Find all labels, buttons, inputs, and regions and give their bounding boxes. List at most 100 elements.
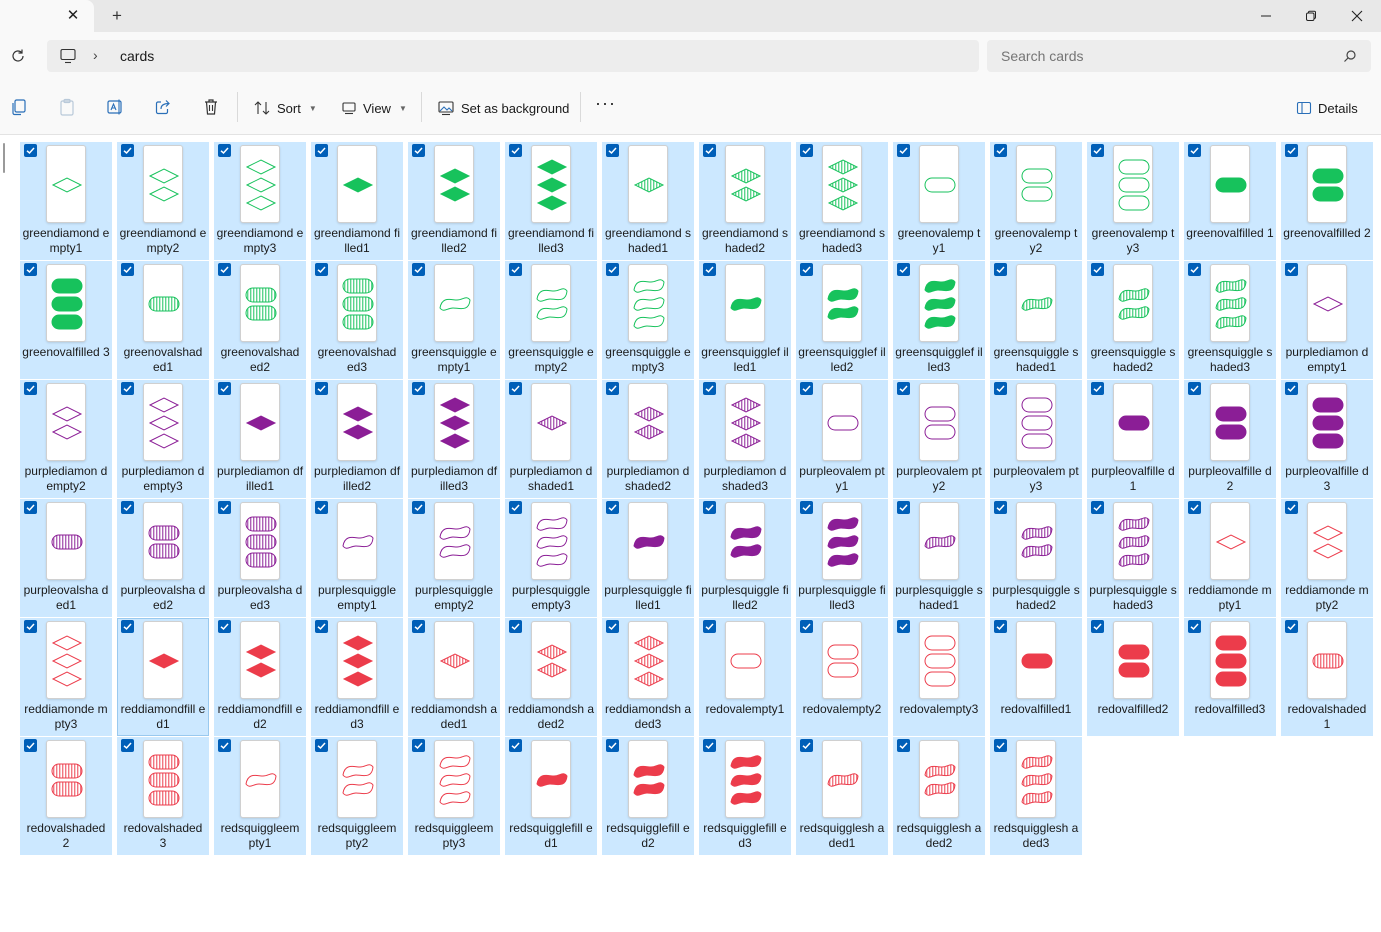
selection-checkbox[interactable] — [24, 501, 37, 514]
file-item[interactable]: purpleovalfille d1 — [1087, 380, 1179, 498]
file-item[interactable]: greensquigglef illed1 — [699, 261, 791, 379]
file-item[interactable]: greendiamond shaded3 — [796, 142, 888, 260]
file-item[interactable]: purpleovalfille d2 — [1184, 380, 1276, 498]
file-item[interactable]: greenovalshad ed2 — [214, 261, 306, 379]
sort-button[interactable]: Sort ▼ — [253, 97, 317, 119]
selection-checkbox[interactable] — [897, 501, 910, 514]
file-item[interactable]: reddiamondsh aded1 — [408, 618, 500, 736]
copy-icon[interactable] — [9, 97, 29, 117]
delete-icon[interactable] — [201, 97, 221, 117]
search-box[interactable] — [987, 40, 1371, 72]
file-item[interactable]: purpleovalem pty2 — [893, 380, 985, 498]
file-item[interactable]: reddiamonde mpty2 — [1281, 499, 1373, 617]
selection-checkbox[interactable] — [994, 501, 1007, 514]
selection-checkbox[interactable] — [606, 263, 619, 276]
file-item[interactable]: greensquiggle shaded2 — [1087, 261, 1179, 379]
selection-checkbox[interactable] — [994, 263, 1007, 276]
file-item[interactable]: greensquiggle empty2 — [505, 261, 597, 379]
selection-checkbox[interactable] — [897, 263, 910, 276]
selection-checkbox[interactable] — [509, 263, 522, 276]
selection-checkbox[interactable] — [121, 263, 134, 276]
selection-checkbox[interactable] — [1285, 144, 1298, 157]
file-item[interactable]: purplediamon dshaded1 — [505, 380, 597, 498]
file-item[interactable]: greenovalemp ty3 — [1087, 142, 1179, 260]
file-item[interactable]: redsquigglefill ed3 — [699, 737, 791, 855]
file-item[interactable]: purplesquiggle filled2 — [699, 499, 791, 617]
file-item[interactable]: greenovalshad ed3 — [311, 261, 403, 379]
selection-checkbox[interactable] — [218, 620, 231, 633]
selection-checkbox[interactable] — [994, 144, 1007, 157]
vertical-scrollbar[interactable] — [3, 143, 5, 173]
selection-checkbox[interactable] — [121, 620, 134, 633]
file-item[interactable]: purpleovalsha ded2 — [117, 499, 209, 617]
new-tab-button[interactable]: + — [112, 6, 122, 25]
file-item[interactable]: greendiamond shaded2 — [699, 142, 791, 260]
selection-checkbox[interactable] — [703, 739, 716, 752]
selection-checkbox[interactable] — [121, 501, 134, 514]
selection-checkbox[interactable] — [315, 382, 328, 395]
selection-checkbox[interactable] — [509, 501, 522, 514]
selection-checkbox[interactable] — [800, 144, 813, 157]
selection-checkbox[interactable] — [24, 144, 37, 157]
selection-checkbox[interactable] — [703, 263, 716, 276]
file-item[interactable]: greensquigglef illed2 — [796, 261, 888, 379]
selection-checkbox[interactable] — [1188, 263, 1201, 276]
selection-checkbox[interactable] — [315, 739, 328, 752]
file-item[interactable]: purplediamon dshaded3 — [699, 380, 791, 498]
file-item[interactable]: purpleovalfille d3 — [1281, 380, 1373, 498]
selection-checkbox[interactable] — [218, 501, 231, 514]
minimize-button[interactable] — [1243, 0, 1289, 32]
file-item[interactable]: purpleovalsha ded1 — [20, 499, 112, 617]
selection-checkbox[interactable] — [24, 620, 37, 633]
view-button[interactable]: View ▼ — [341, 97, 407, 119]
selection-checkbox[interactable] — [897, 382, 910, 395]
file-item[interactable]: reddiamonde mpty3 — [20, 618, 112, 736]
file-item[interactable]: redovalfilled1 — [990, 618, 1082, 736]
selection-checkbox[interactable] — [800, 739, 813, 752]
file-item[interactable]: greensquiggle shaded3 — [1184, 261, 1276, 379]
selection-checkbox[interactable] — [121, 382, 134, 395]
file-item[interactable]: redovalempty1 — [699, 618, 791, 736]
address-bar[interactable]: › cards — [47, 40, 979, 72]
file-item[interactable]: greensquiggle empty1 — [408, 261, 500, 379]
file-item[interactable]: purplesquiggle shaded2 — [990, 499, 1082, 617]
file-item[interactable]: purplediamon dempty2 — [20, 380, 112, 498]
file-item[interactable]: greendiamond empty1 — [20, 142, 112, 260]
selection-checkbox[interactable] — [1285, 620, 1298, 633]
this-pc-icon[interactable] — [59, 47, 77, 65]
set-as-background-button[interactable]: Set as background — [437, 97, 569, 119]
selection-checkbox[interactable] — [412, 620, 425, 633]
selection-checkbox[interactable] — [24, 739, 37, 752]
file-item[interactable]: greendiamond filled3 — [505, 142, 597, 260]
file-item[interactable]: reddiamonde mpty1 — [1184, 499, 1276, 617]
file-item[interactable]: redsquigglesh aded2 — [893, 737, 985, 855]
selection-checkbox[interactable] — [121, 739, 134, 752]
selection-checkbox[interactable] — [1091, 501, 1104, 514]
paste-icon[interactable] — [57, 97, 77, 117]
selection-checkbox[interactable] — [121, 144, 134, 157]
file-item[interactable]: redsquigglefill ed1 — [505, 737, 597, 855]
file-item[interactable]: reddiamondfill ed1 — [117, 618, 209, 736]
selection-checkbox[interactable] — [1285, 501, 1298, 514]
selection-checkbox[interactable] — [994, 739, 1007, 752]
selection-checkbox[interactable] — [218, 382, 231, 395]
file-item[interactable]: redsquigglesh aded3 — [990, 737, 1082, 855]
file-item[interactable]: greenovalshad ed1 — [117, 261, 209, 379]
search-icon[interactable] — [1343, 49, 1357, 63]
file-item[interactable]: redovalfilled2 — [1087, 618, 1179, 736]
selection-checkbox[interactable] — [1285, 382, 1298, 395]
selection-checkbox[interactable] — [897, 620, 910, 633]
file-item[interactable]: greensquiggle empty3 — [602, 261, 694, 379]
file-item[interactable]: redsquiggleem pty1 — [214, 737, 306, 855]
file-item[interactable]: redovalshaded 2 — [20, 737, 112, 855]
selection-checkbox[interactable] — [315, 263, 328, 276]
selection-checkbox[interactable] — [509, 620, 522, 633]
file-item[interactable]: greendiamond shaded1 — [602, 142, 694, 260]
file-item[interactable]: reddiamondfill ed2 — [214, 618, 306, 736]
file-item[interactable]: purplediamon dempty3 — [117, 380, 209, 498]
file-item[interactable]: greendiamond empty3 — [214, 142, 306, 260]
selection-checkbox[interactable] — [315, 501, 328, 514]
file-item[interactable]: purplesquiggle shaded3 — [1087, 499, 1179, 617]
selection-checkbox[interactable] — [1285, 263, 1298, 276]
selection-checkbox[interactable] — [800, 263, 813, 276]
